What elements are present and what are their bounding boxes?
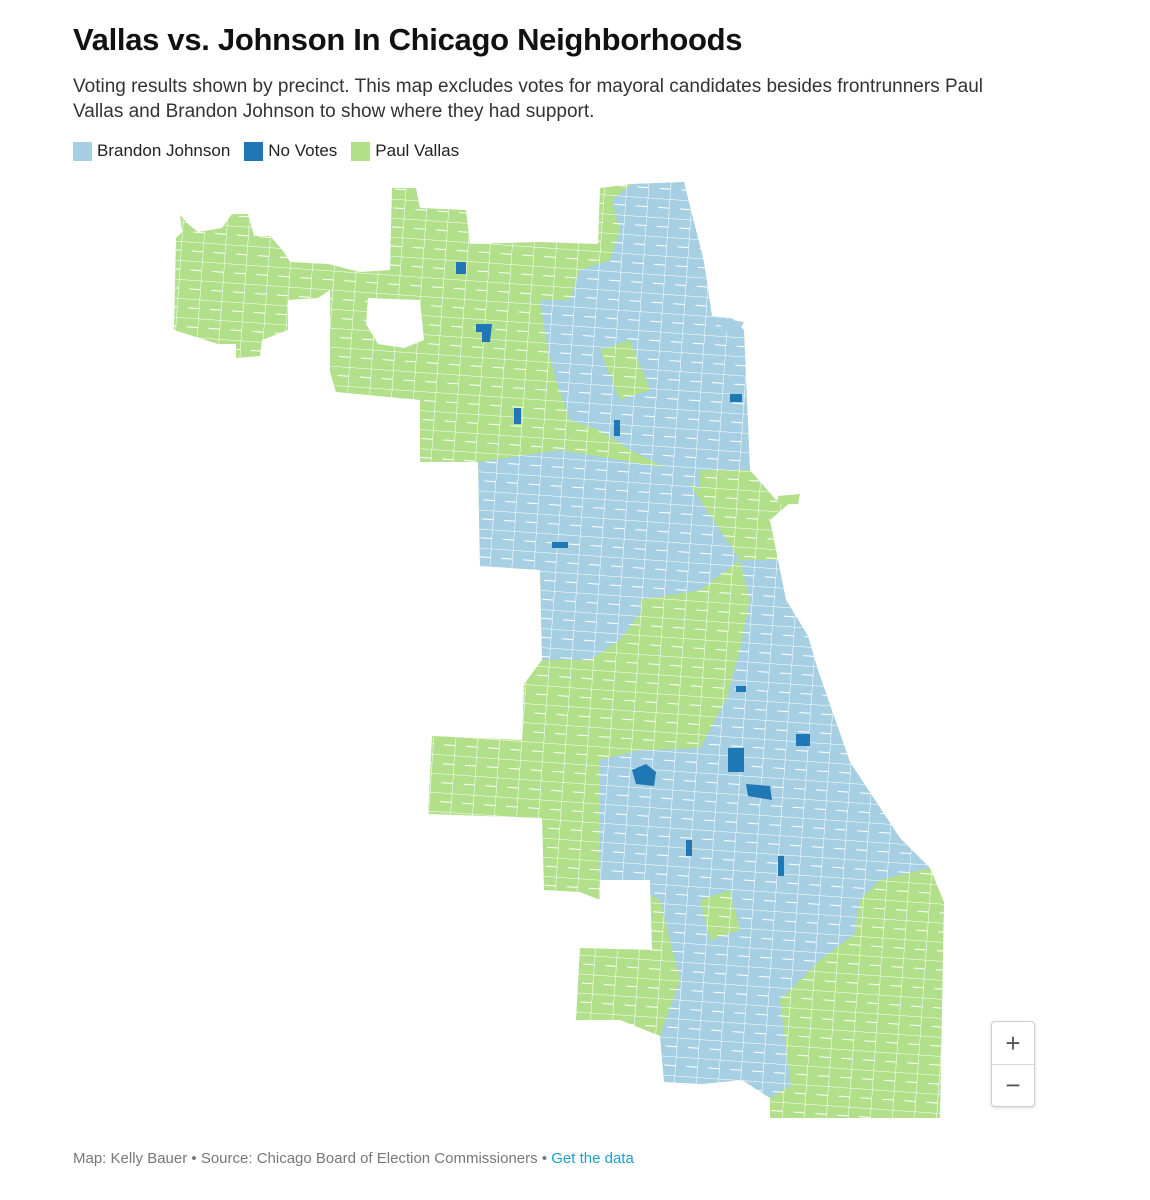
legend-swatch-johnson [73, 141, 92, 161]
get-data-link[interactable]: Get the data [551, 1150, 634, 1167]
zoom-control: + − [991, 1021, 1035, 1107]
page-subtitle: Voting results shown by precinct. This m… [73, 76, 984, 122]
legend: Brandon Johnson No Votes Paul Vallas [73, 141, 459, 161]
source-credit: Source: Chicago Board of Election Commis… [200, 1150, 538, 1167]
legend-item-vallas: Paul Vallas [351, 141, 459, 161]
chicago-map-svg[interactable] [0, 170, 1150, 1130]
legend-swatch-no-votes [244, 141, 264, 161]
navy-pier [778, 494, 800, 504]
map-credit: Map: Kelly Bauer [73, 1150, 188, 1167]
footer-separator: • [187, 1150, 201, 1167]
no-votes-precincts [456, 262, 810, 876]
legend-label-no-votes: No Votes [268, 141, 338, 160]
zoom-out-button[interactable]: − [992, 1064, 1034, 1106]
legend-item-no-votes: No Votes [244, 141, 337, 161]
footer-separator-2: • [537, 1150, 552, 1167]
johnson-regions [174, 182, 944, 1118]
zoom-in-button[interactable]: + [1005, 1027, 1021, 1058]
legend-label-johnson: Brandon Johnson [97, 141, 231, 160]
precinct-map[interactable] [0, 170, 1150, 1130]
lakefront-pier-north [720, 318, 744, 334]
legend-item-johnson: Brandon Johnson [73, 141, 230, 161]
legend-label-vallas: Paul Vallas [375, 141, 460, 160]
footer: Map: Kelly Bauer • Source: Chicago Board… [73, 1150, 634, 1167]
legend-swatch-vallas [351, 141, 371, 161]
page-title: Vallas vs. Johnson In Chicago Neighborho… [73, 22, 743, 57]
